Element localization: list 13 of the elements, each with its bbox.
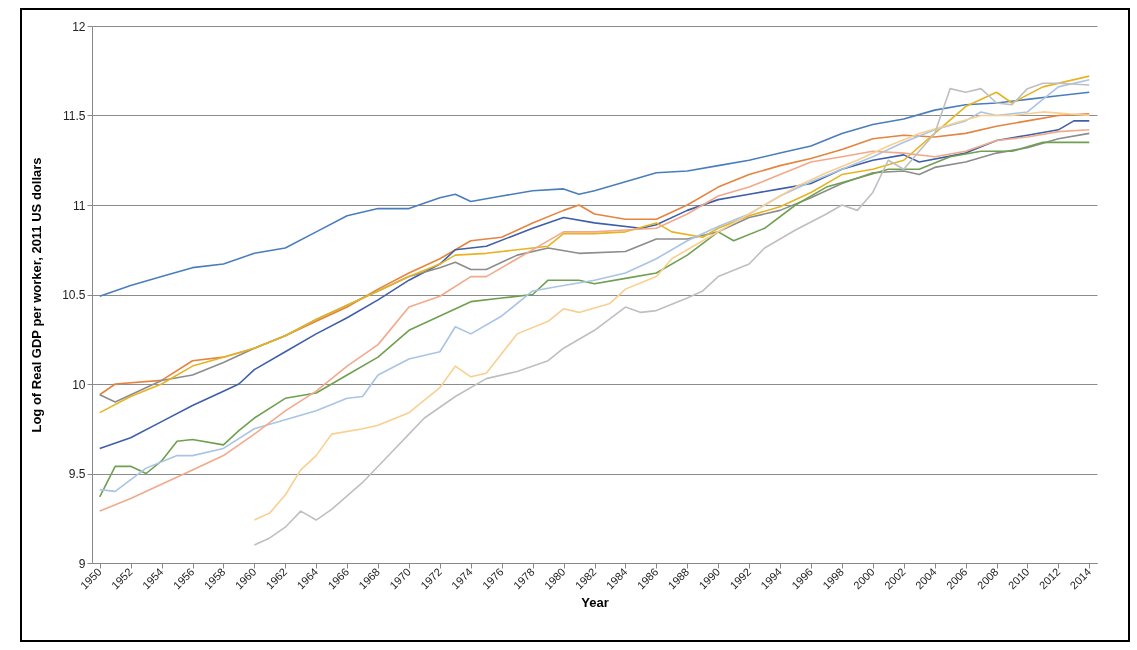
line-series: [98, 120, 1091, 450]
y-tick-label: 12: [72, 19, 86, 34]
y-tick-label: 9.5: [68, 467, 86, 481]
y-tick-label: 10.5: [62, 288, 86, 302]
line-series: [98, 78, 1091, 493]
x-axis-title: Year: [581, 595, 609, 611]
y-tick-label: 11.5: [63, 109, 86, 123]
y-axis-title: Log of Real GDP per worker, 2011 US dollars: [29, 157, 45, 433]
y-tick-label: 11: [73, 198, 86, 213]
y-tick-label: 10: [72, 377, 86, 392]
line-series: [98, 91, 1091, 298]
line-series: [98, 75, 1091, 414]
y-tick-label: 9: [78, 556, 86, 571]
